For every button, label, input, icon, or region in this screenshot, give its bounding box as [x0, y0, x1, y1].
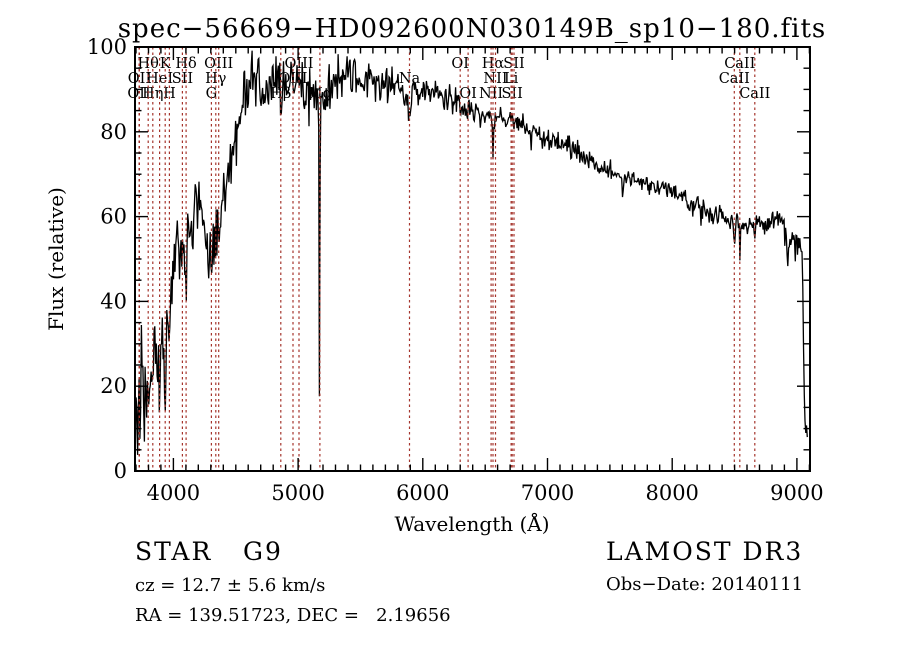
spectral-line-label: Li	[504, 71, 519, 87]
plot-title: spec−56669−HD092600N030149B_sp10−180.fit…	[118, 14, 827, 44]
x-tick-labels: 4000 5000 6000 7000 8000 9000	[147, 481, 824, 505]
subclass-text: G9	[243, 537, 283, 566]
x-tick-label: 6000	[396, 481, 449, 505]
x-tick-label: 4000	[147, 481, 200, 505]
spectral-line-label: Na	[399, 71, 421, 87]
spectral-line-label: NII	[479, 86, 503, 102]
survey-text: LAMOST DR3	[606, 537, 803, 566]
spectrum-trace	[134, 50, 808, 455]
object-type-text: STAR	[135, 537, 212, 566]
x-tick-label: 9000	[770, 481, 823, 505]
spectral-line-label: Hγ	[205, 71, 226, 87]
spectral-line-label: G	[206, 86, 218, 102]
axis-ticks	[135, 46, 811, 472]
ra-dec-text: RA = 139.51723, DEC = 2.19656	[135, 605, 451, 626]
spectral-line-label: OII	[128, 71, 151, 87]
y-tick-label: 0	[114, 459, 127, 483]
y-tick-label: 20	[100, 374, 127, 398]
y-tick-label: 80	[100, 120, 127, 144]
spectral-line-label: SII	[502, 86, 523, 102]
spectral-line-markers	[138, 47, 756, 471]
y-tick-label: 60	[100, 205, 127, 229]
x-tick-label: 8000	[645, 481, 698, 505]
spectral-line-label: OI	[459, 86, 477, 102]
spectral-line-label: CaII	[739, 86, 770, 102]
cz-text: cz = 12.7 ± 5.6 km/s	[135, 575, 325, 596]
x-tick-label: 5000	[271, 481, 324, 505]
spectral-line-label: OII	[127, 86, 150, 102]
y-tick-label: 40	[100, 289, 127, 313]
spectral-line-label: CaII	[719, 71, 750, 87]
x-tick-label: 7000	[521, 481, 574, 505]
y-tick-label: 100	[87, 35, 127, 59]
spectral-line-label: NII	[483, 71, 507, 87]
spectral-line-label: SII	[172, 71, 193, 87]
spectral-line-label: H	[163, 86, 176, 102]
y-tick-labels: 0 20 40 60 80 100	[87, 35, 127, 483]
y-axis-label: Flux (relative)	[44, 187, 68, 331]
x-axis-label: Wavelength (Å)	[394, 511, 549, 536]
obs-date-text: Obs−Date: 20140111	[606, 574, 803, 595]
spectral-line-label: Hη	[142, 86, 163, 102]
spectral-line-label: HeI	[146, 71, 173, 87]
